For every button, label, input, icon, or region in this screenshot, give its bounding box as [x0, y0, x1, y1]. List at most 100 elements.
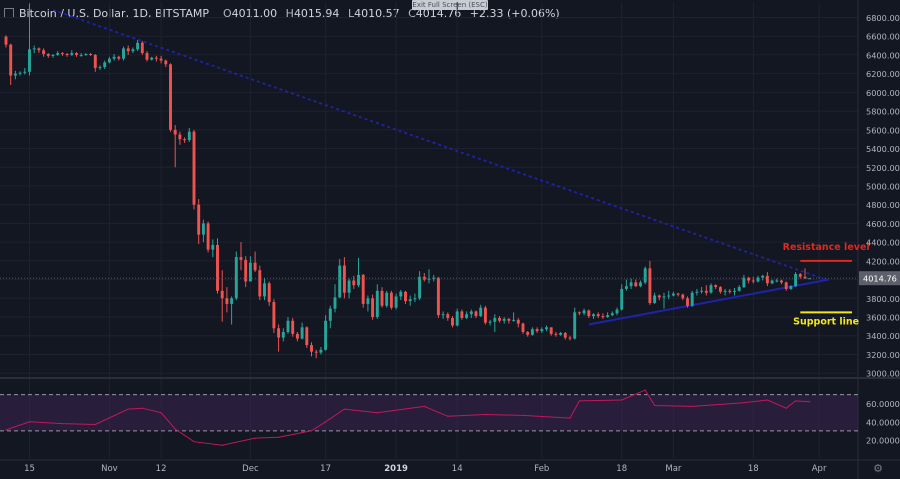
price-tick-label: 3800.00 — [866, 294, 900, 304]
candle — [399, 289, 403, 301]
candle-body — [253, 262, 257, 271]
candle — [107, 56, 111, 64]
rsi-point — [127, 408, 129, 410]
candle-body — [521, 323, 525, 333]
candle-body — [629, 282, 633, 287]
candle-body — [305, 327, 309, 346]
date-tick-label: 17 — [320, 464, 331, 474]
candle — [737, 285, 741, 292]
candle-body — [366, 298, 370, 304]
candle — [126, 45, 130, 55]
candle — [498, 316, 501, 323]
candle-body — [742, 277, 746, 288]
candle — [765, 272, 769, 287]
candle-body — [418, 276, 422, 299]
candle — [225, 287, 229, 313]
candle-body — [568, 337, 572, 339]
date-tick-label: Apr — [812, 464, 827, 474]
candle — [568, 335, 572, 341]
candle-body — [526, 332, 530, 335]
candle-body — [164, 60, 168, 65]
candle-body — [516, 319, 520, 324]
candle-body — [371, 298, 375, 318]
price-tick-label: 3200.00 — [866, 350, 900, 360]
candle-body — [375, 290, 379, 318]
candle-body — [60, 53, 64, 55]
candle-body — [474, 311, 478, 317]
price-tick-label: 5800.00 — [866, 107, 900, 117]
candle-body — [436, 277, 440, 316]
candle — [178, 131, 182, 145]
candle — [70, 50, 74, 56]
candle — [587, 309, 591, 318]
candle — [700, 287, 704, 294]
candle — [662, 292, 666, 309]
date-tick-label: 12 — [156, 464, 167, 474]
price-tick-label: 6600.00 — [866, 32, 900, 42]
exit-fullscreen-button[interactable]: Exit Full Screen (ESC) — [412, 0, 488, 10]
candle — [98, 65, 102, 70]
candle — [432, 274, 436, 282]
candle — [211, 239, 215, 258]
candle — [742, 274, 746, 289]
candle-body — [761, 275, 765, 278]
candle — [648, 260, 652, 305]
candle — [46, 53, 50, 58]
candle-body — [530, 329, 534, 335]
candle-body — [70, 53, 74, 55]
candle — [747, 276, 751, 284]
candle-body — [248, 262, 252, 282]
candle-body — [206, 223, 210, 250]
candle — [79, 53, 83, 57]
candle — [545, 325, 548, 332]
rsi-point — [325, 421, 327, 423]
candle-body — [319, 349, 323, 353]
candle — [9, 43, 13, 85]
candle-body — [98, 67, 102, 69]
candle — [93, 53, 97, 72]
candle-body — [93, 54, 97, 69]
candle — [577, 311, 581, 316]
candle-body — [230, 298, 234, 304]
candle — [366, 295, 370, 312]
candle-body — [42, 50, 46, 54]
candle-body — [803, 276, 807, 279]
candle-body — [244, 259, 248, 282]
candle — [324, 315, 328, 351]
candle-body — [150, 57, 154, 60]
candle-body — [690, 292, 694, 306]
candle — [592, 313, 595, 319]
date-tick-label: 18 — [748, 464, 759, 474]
candle — [521, 322, 525, 334]
candle — [789, 285, 793, 290]
candle-body — [122, 48, 125, 59]
candle-body — [667, 295, 671, 297]
candle — [277, 324, 281, 352]
candle-body — [324, 320, 328, 350]
rsi-point — [278, 436, 280, 438]
candle — [469, 309, 473, 318]
candle — [657, 294, 661, 301]
candle — [258, 265, 262, 301]
candle — [65, 53, 69, 57]
last-price-tag — [859, 271, 900, 286]
candle — [272, 299, 276, 333]
candle — [516, 317, 520, 328]
candle — [446, 312, 450, 321]
price-tick-label: 6000.00 — [866, 88, 900, 98]
candle-body — [653, 295, 657, 303]
candle-body — [291, 320, 295, 334]
price-tick-label: 5000.00 — [866, 181, 900, 191]
candle-body — [112, 56, 116, 59]
price-tick-label: 5400.00 — [866, 144, 900, 154]
candle-body — [493, 317, 497, 322]
candle-body — [460, 311, 464, 318]
rsi-point — [569, 417, 571, 419]
candle — [803, 268, 807, 279]
candle — [352, 275, 356, 289]
candle — [615, 307, 619, 316]
candle-body — [32, 48, 36, 50]
candle — [451, 316, 454, 328]
candle — [493, 314, 497, 333]
